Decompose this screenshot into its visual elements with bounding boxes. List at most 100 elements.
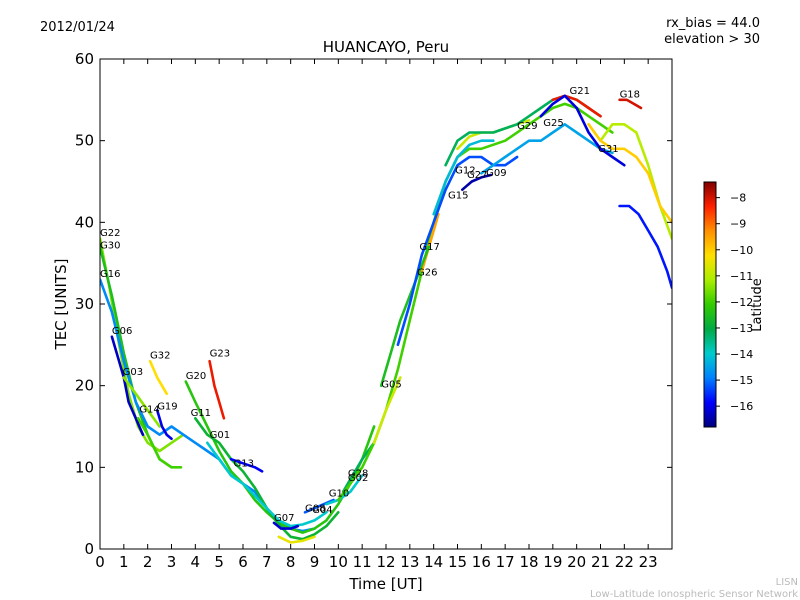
sat-label-g08: G08: [305, 503, 325, 514]
series-g18: [618, 98, 643, 110]
series-g06: [110, 335, 145, 436]
x-tick-label: 6: [238, 553, 248, 571]
x-axis-label: Time [UT]: [348, 575, 422, 593]
sat-label-g04: G04: [312, 505, 332, 516]
colorbar-tick-label: −8: [730, 192, 746, 205]
series-g24: [618, 204, 672, 289]
x-tick-label: 9: [310, 553, 320, 571]
colorbar-tick-label: −9: [730, 218, 746, 231]
y-tick-label: 0: [84, 540, 94, 558]
sat-label-g20: G20: [186, 371, 206, 382]
x-tick-label: 0: [95, 553, 105, 571]
y-axis-label: TEC [UNITS]: [52, 259, 70, 351]
sat-label-g09: G09: [486, 168, 506, 179]
lisn-short: LISN: [776, 577, 798, 588]
series-g12: [432, 139, 495, 216]
x-tick-label: 11: [353, 553, 372, 571]
y-tick-label: 60: [75, 50, 94, 68]
sat-label-g13: G13: [233, 459, 253, 470]
x-tick-label: 17: [496, 553, 515, 571]
colorbar-tick-label: −14: [730, 348, 753, 361]
colorbar-tick-label: −15: [730, 374, 753, 387]
series-g05: [372, 376, 402, 445]
sat-label-g12: G12: [455, 165, 475, 176]
x-tick-label: 22: [615, 553, 634, 571]
sat-label-g19: G19: [157, 401, 177, 412]
colorbar-tick-label: −11: [730, 270, 753, 283]
x-tick-label: 4: [191, 553, 201, 571]
x-tick-label: 2: [143, 553, 153, 571]
series-g27: [461, 173, 493, 191]
series-g13: [229, 457, 264, 473]
sat-label-g29: G29: [517, 121, 537, 132]
colorbar-tick-label: −12: [730, 296, 753, 309]
sat-label-g22: G22: [100, 228, 120, 239]
x-tick-label: 20: [567, 553, 586, 571]
series-g19: [155, 408, 173, 441]
lisn-long: Low-Latitude Ionospheric Sensor Network: [590, 589, 798, 600]
series-g28: [341, 441, 376, 494]
chart-title: HUANCAYO, Peru: [323, 38, 449, 56]
colorbar: [703, 181, 717, 428]
series-g32: [148, 359, 168, 396]
sat-label-g01: G01: [210, 430, 230, 441]
x-tick-label: 18: [519, 553, 538, 571]
sat-label-g06: G06: [112, 326, 132, 337]
series-g07: [272, 521, 300, 530]
series-g23: [208, 359, 226, 420]
sat-label-g21: G21: [570, 86, 590, 97]
plot-area: [100, 59, 672, 549]
series-g15: [396, 155, 519, 347]
sat-label-g10: G10: [329, 489, 349, 500]
sat-label-g16: G16: [100, 269, 120, 280]
sat-label-g27: G27: [467, 170, 487, 181]
sat-label-g25: G25: [543, 118, 563, 129]
colorbar-tick-label: −13: [730, 322, 753, 335]
x-tick-label: 10: [329, 553, 348, 571]
rx-bias-label: rx_bias = 44.0: [666, 16, 760, 31]
sat-label-g30: G30: [100, 240, 120, 251]
colorbar-ticks: −8 −9 −10 −11 −12 −13 −14 −15 −16: [716, 192, 753, 413]
x-tick-label: 13: [400, 553, 419, 571]
x-tick-label: 21: [591, 553, 610, 571]
sat-label-g05: G05: [381, 379, 401, 390]
x-tick-label: 19: [543, 553, 562, 571]
x-axis: 0 1 2 3 4 5 6 7 8 9 10 11 12 13 14 15 16 17 18 19 20 21 22 23: [95, 59, 658, 571]
colorbar-label: Latitude: [750, 278, 765, 332]
x-tick-label: 15: [448, 553, 467, 571]
date-label: 2012/01/24: [40, 20, 115, 35]
x-tick-label: 3: [167, 553, 177, 571]
sat-label-g11: G11: [191, 408, 211, 419]
x-tick-label: 8: [286, 553, 296, 571]
sat-label-g32: G32: [150, 351, 170, 362]
y-tick-label: 50: [75, 132, 94, 150]
colorbar-tick-label: −10: [730, 244, 753, 257]
sat-label-g28: G28: [348, 468, 368, 479]
series-g01: [206, 441, 328, 528]
series-g09: [480, 123, 614, 175]
sat-label-g26: G26: [417, 267, 437, 278]
sat-label-g15: G15: [448, 191, 468, 202]
sat-label-g02: G02: [348, 473, 368, 484]
series-g14: [136, 417, 183, 469]
sat-label-g18: G18: [620, 89, 640, 100]
colorbar-tick-label: −16: [730, 400, 753, 413]
y-tick-label: 30: [75, 295, 94, 313]
sat-label-g14: G14: [139, 405, 159, 416]
series-g21b: [587, 123, 672, 224]
x-tick-label: 12: [376, 553, 395, 571]
x-tick-label: 5: [214, 553, 224, 571]
x-tick-label: 23: [639, 553, 658, 571]
x-tick-label: 7: [262, 553, 272, 571]
series-g03: [122, 376, 161, 428]
x-tick-label: 14: [424, 553, 443, 571]
series-g26: [379, 245, 431, 387]
sat-label-g07: G07: [274, 513, 294, 524]
sat-label-g31: G31: [598, 144, 618, 155]
y-tick-label: 10: [75, 458, 94, 476]
y-tick-label: 40: [75, 213, 94, 231]
series-g10: [325, 474, 364, 506]
y-axis: 0 10 20 30 40 50 60: [75, 50, 672, 558]
